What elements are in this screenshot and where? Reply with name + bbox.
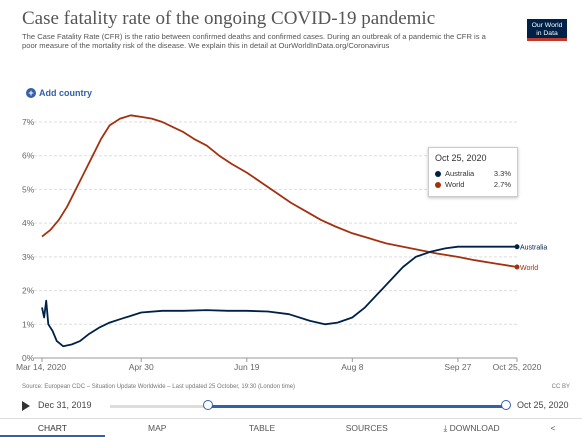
source-note: Source: European CDC – Situation Update …	[22, 384, 296, 390]
timeline-selected-range	[208, 405, 506, 408]
y-tick-label: 3%	[22, 252, 35, 262]
download-icon: ⤓	[443, 423, 450, 433]
chart-tooltip: Oct 25, 2020 Australia 3.3% World 2.7%	[428, 147, 518, 197]
tooltip-date: Oct 25, 2020	[435, 153, 487, 163]
add-country-button[interactable]: + Add country	[26, 88, 92, 98]
x-tick-label: Mar 14, 2020	[16, 362, 66, 372]
tooltip-series-name: World	[445, 180, 465, 189]
timeline-end-handle[interactable]	[501, 400, 511, 410]
plus-icon: +	[26, 88, 36, 98]
x-tick-label: Apr 30	[129, 362, 154, 372]
tooltip-series-name: Australia	[445, 169, 475, 178]
series-line-australia	[41, 245, 517, 348]
tooltip-series-value: 3.3%	[493, 169, 511, 178]
play-icon[interactable]	[22, 401, 30, 411]
tooltip-row: Australia 3.3%	[435, 168, 511, 179]
x-tick-label: Jun 19	[234, 362, 260, 372]
y-tick-label: 0%	[22, 353, 35, 363]
x-tick-label: Oct 25, 2020	[493, 362, 542, 372]
page-title: Case fatality rate of the ongoing COVID-…	[22, 8, 436, 29]
tooltip-series-value: 2.7%	[493, 180, 511, 189]
logo-line-2: in Data	[536, 29, 558, 37]
series-end-point-world	[514, 264, 520, 270]
tab-chart[interactable]: CHART	[0, 419, 105, 437]
series-end-point-australia	[514, 244, 520, 250]
y-tick-label: 7%	[22, 117, 35, 127]
x-tick-label: Sep 27	[444, 362, 471, 372]
tab-map[interactable]: MAP	[147, 423, 167, 433]
tooltip-dot	[435, 170, 441, 177]
add-country-label: Add country	[39, 88, 92, 98]
logo-line-1: Our World	[531, 22, 563, 29]
y-tick-label: 1%	[22, 319, 35, 329]
x-tick-label: Aug 8	[341, 362, 363, 372]
timeline-start-handle[interactable]	[203, 400, 213, 410]
series-end-label: World	[520, 265, 538, 272]
tooltip-row: World 2.7%	[435, 179, 511, 190]
y-tick-label: 2%	[22, 286, 35, 296]
y-tick-label: 5%	[22, 184, 35, 194]
share-button[interactable]: <	[550, 423, 556, 433]
tab-sources[interactable]: SOURCES	[345, 423, 388, 433]
y-tick-label: 4%	[22, 218, 35, 228]
license-link[interactable]: CC BY	[551, 384, 570, 390]
tab-download[interactable]: ⤓ DOWNLOAD	[419, 419, 524, 437]
series-line-world	[41, 114, 518, 268]
y-tick-label: 6%	[22, 151, 35, 161]
download-label: DOWNLOAD	[449, 423, 500, 433]
page-subtitle: The Case Fatality Rate (CFR) is the rati…	[22, 32, 486, 51]
series-end-label: Australia	[520, 245, 547, 252]
chart-tabs: CHART MAP TABLE SOURCES ⤓ DOWNLOAD <	[0, 418, 582, 437]
timeline-end-label: Oct 25, 2020	[517, 400, 569, 410]
owid-logo[interactable]: Our World in Data	[527, 19, 567, 41]
timeline: Dec 31, 2019 Oct 25, 2020	[0, 397, 582, 415]
timeline-start-label: Dec 31, 2019	[38, 400, 92, 410]
tab-table[interactable]: TABLE	[248, 423, 276, 433]
tooltip-dot	[435, 181, 441, 188]
